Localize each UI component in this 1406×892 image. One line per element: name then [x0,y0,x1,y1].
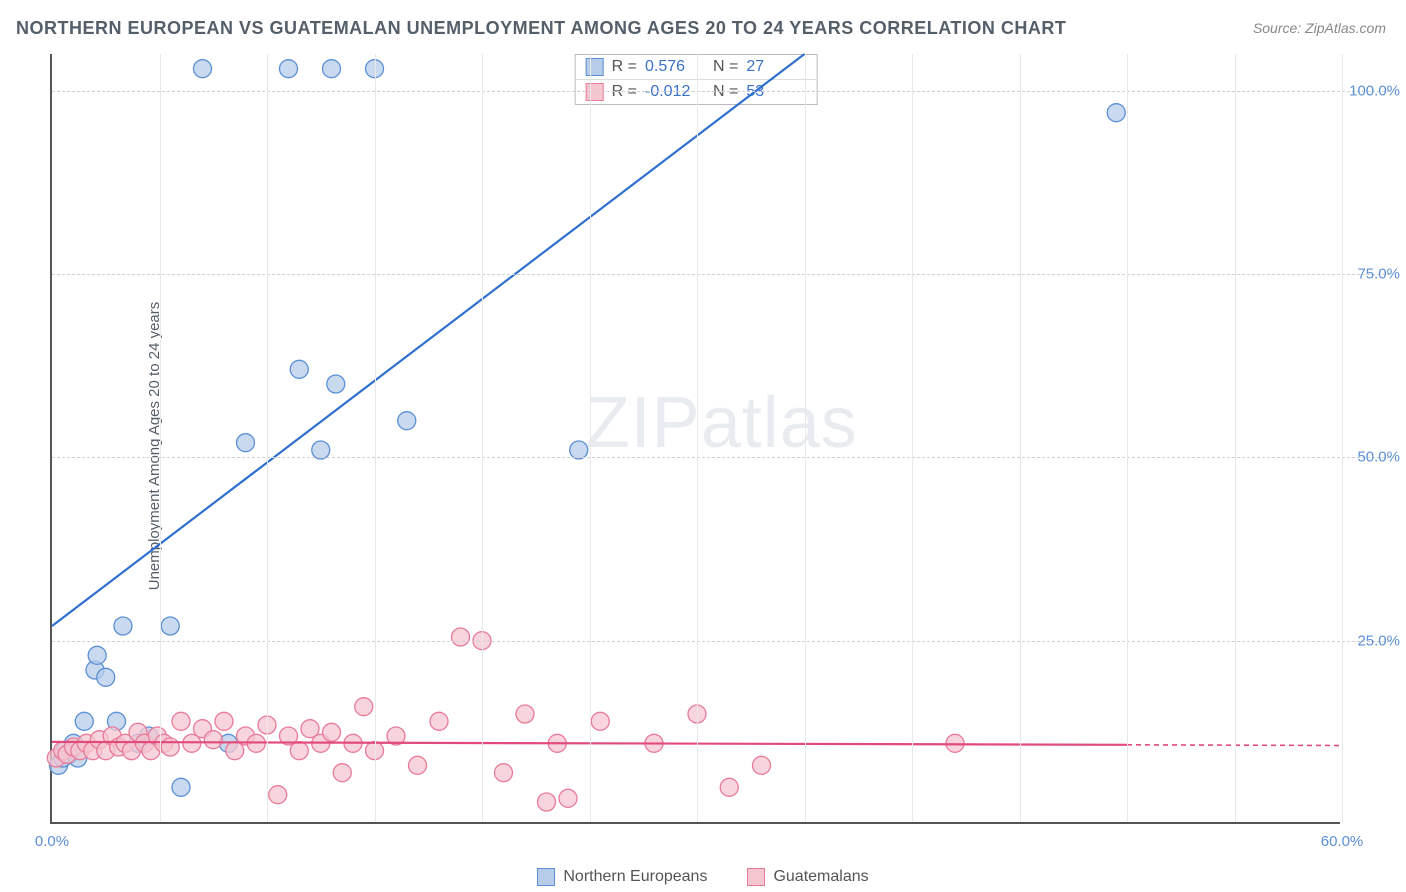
scatter-svg [52,54,1340,822]
gridline-v [1020,54,1021,822]
chart-title: NORTHERN EUROPEAN VS GUATEMALAN UNEMPLOY… [16,18,1066,39]
gridline-v [1342,54,1343,822]
legend-item: Northern Europeans [537,868,707,886]
legend-swatch [747,868,765,886]
gridline-h [52,641,1390,642]
source-attribution: Source: ZipAtlas.com [1253,20,1386,36]
gridline-v [1235,54,1236,822]
legend-swatch [537,868,555,886]
gridline-v [375,54,376,822]
legend-item: Guatemalans [747,868,868,886]
x-tick-label: 0.0% [35,833,69,850]
legend: Northern Europeans Guatemalans [0,868,1406,886]
gridline-v [267,54,268,822]
legend-label: Guatemalans [773,868,868,886]
gridline-h [52,457,1390,458]
gridline-v [912,54,913,822]
y-tick-label: 25.0% [1357,632,1400,649]
plot-area: ZIPatlas R =0.576N =27R =-0.012N =53 25.… [50,54,1340,824]
x-tick-label: 60.0% [1321,833,1364,850]
gridline-v [160,54,161,822]
y-tick-label: 100.0% [1349,82,1400,99]
gridline-v [482,54,483,822]
gridline-h [52,274,1390,275]
gridline-v [1127,54,1128,822]
gridline-h [52,91,1390,92]
gridline-v [697,54,698,822]
y-tick-label: 50.0% [1357,449,1400,466]
gridline-v [590,54,591,822]
legend-label: Northern Europeans [563,868,707,886]
y-tick-label: 75.0% [1357,266,1400,283]
gridline-v [805,54,806,822]
